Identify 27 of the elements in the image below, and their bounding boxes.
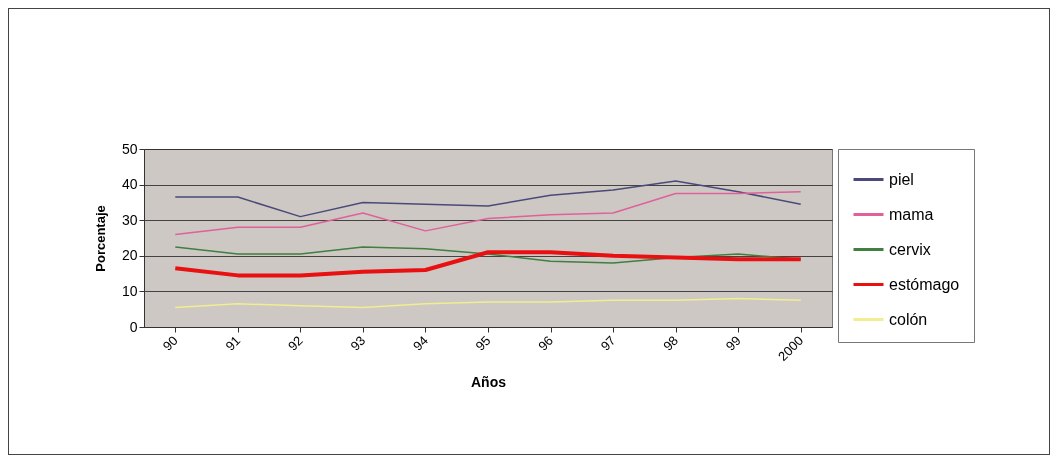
x-tick-label: 91	[222, 332, 244, 354]
y-tick-label: 40	[121, 176, 138, 193]
x-tick-label: 90	[159, 332, 181, 354]
line-series	[173, 250, 803, 278]
x-tick-label: 96	[535, 332, 556, 354]
x-tick-label: 99	[722, 332, 744, 354]
line-series	[174, 297, 802, 309]
x-tick-label: 95	[472, 332, 494, 354]
y-tick-label: 10	[121, 282, 138, 299]
x-tick-label: 97	[597, 332, 619, 354]
x-tick-label: 94	[410, 332, 431, 354]
legend-label: cervix	[889, 240, 931, 258]
legend-label: estómago	[889, 275, 960, 293]
y-tick-label: 0	[129, 318, 138, 335]
y-tick-label: 30	[121, 211, 138, 228]
x-tick-label: 93	[347, 332, 369, 354]
legend-label: piel	[889, 170, 914, 188]
x-axis-title: Años	[471, 373, 507, 390]
x-tick-label: 92	[284, 332, 306, 354]
legend-label: colón	[889, 310, 928, 328]
x-tick-label: 98	[660, 332, 682, 354]
y-axis-title: Porcentaje	[92, 205, 108, 272]
line-series	[174, 180, 802, 218]
y-tick-label: 50	[121, 140, 138, 157]
y-tick-label: 20	[121, 247, 138, 264]
legend-label: mama	[889, 205, 934, 223]
line-series	[174, 190, 802, 236]
